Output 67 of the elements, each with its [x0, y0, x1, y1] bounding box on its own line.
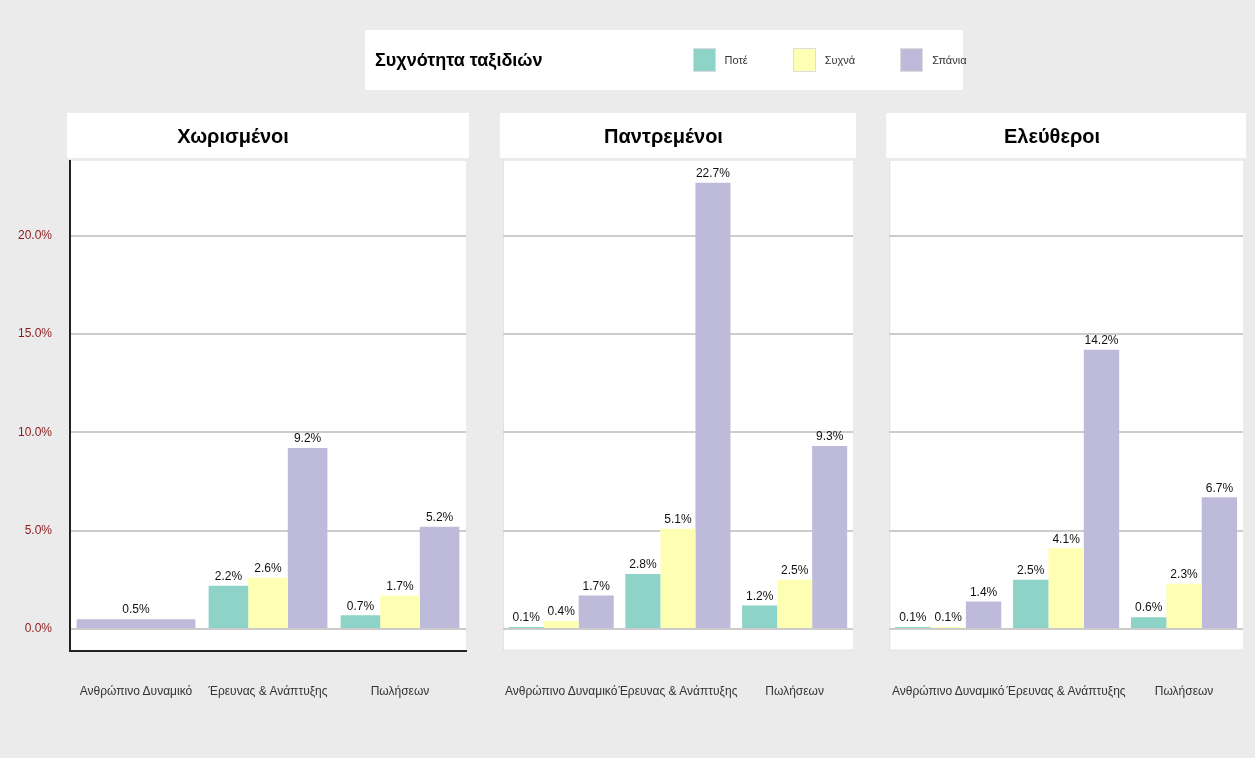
data-label: 4.1% — [1052, 531, 1081, 546]
bar — [340, 615, 381, 628]
data-label: 9.2% — [293, 431, 322, 446]
bar — [1048, 548, 1084, 628]
chart-title: Παντρεμένοι — [604, 124, 723, 147]
data-label: 2.3% — [1170, 567, 1199, 582]
y-tick-label: 10.0% — [17, 424, 53, 439]
bar — [695, 182, 731, 628]
data-label: 1.7% — [582, 578, 611, 593]
bar — [1013, 579, 1049, 628]
data-label: 1.2% — [745, 588, 774, 603]
data-label: 0.1% — [899, 610, 927, 625]
bar — [1130, 617, 1167, 628]
data-label: 9.3% — [815, 429, 844, 444]
x-tick-label: Ανθρώπινο Δυναμικό — [504, 684, 618, 699]
y-tick-label: 5.0% — [24, 522, 53, 537]
x-tick-label: Έρευνας & Ανάπτυξης — [617, 684, 738, 699]
bar — [287, 448, 328, 628]
bar — [742, 605, 778, 628]
legend-label: Ποτέ — [724, 54, 748, 66]
legend-label: Συχνά — [824, 54, 856, 66]
bar — [777, 579, 813, 628]
y-tick-label: 20.0% — [17, 228, 53, 243]
bar — [1166, 583, 1202, 628]
chart-title: Χωρισμένοι — [177, 124, 289, 147]
data-label: 2.2% — [214, 569, 243, 584]
bar — [1201, 497, 1238, 628]
data-label: 1.4% — [969, 584, 998, 599]
bar — [419, 526, 460, 628]
data-label: 5.1% — [664, 512, 692, 526]
data-label: 0.7% — [346, 598, 375, 613]
x-tick-label: Έρευνας & Ανάπτυξης — [1005, 684, 1126, 699]
data-label: 6.7% — [1205, 480, 1234, 495]
bar — [1083, 349, 1120, 628]
bar — [208, 585, 249, 628]
legend-title: Συχνότητα ταξιδιών — [375, 49, 543, 71]
x-tick-label: Πωλήσεων — [370, 684, 430, 699]
data-label: 1.7% — [386, 578, 415, 593]
bar — [812, 446, 848, 628]
legend-label: Σπάνια — [932, 54, 967, 66]
bar — [578, 595, 614, 628]
data-label: 2.8% — [629, 557, 657, 572]
data-label: 2.6% — [254, 561, 283, 576]
data-label: 0.4% — [547, 604, 576, 619]
data-label: 0.5% — [122, 602, 151, 617]
data-label: 22.7% — [695, 165, 731, 180]
y-tick-label: 15.0% — [17, 326, 53, 341]
data-label: 0.1% — [512, 610, 541, 625]
bar — [248, 577, 288, 628]
data-label: 5.2% — [425, 510, 454, 525]
x-tick-label: Ανθρώπινο Δυναμικό — [79, 684, 193, 699]
bar — [660, 528, 696, 628]
x-tick-label: Πωλήσεων — [765, 684, 824, 699]
y-tick-label: 0.0% — [24, 621, 53, 636]
x-tick-label: Έρευνας & Ανάπτυξης — [207, 684, 328, 699]
data-label: 0.6% — [1134, 600, 1163, 615]
data-label: 0.1% — [934, 610, 963, 625]
data-label: 14.2% — [1084, 333, 1119, 348]
bar — [625, 573, 661, 628]
data-label: 2.5% — [780, 563, 809, 578]
bar — [380, 595, 420, 628]
x-tick-label: Ανθρώπινο Δυναμικό — [891, 684, 1005, 699]
chart-title: Ελεύθεροι — [1003, 124, 1101, 147]
bar — [543, 621, 579, 628]
data-label: 2.5% — [1017, 563, 1045, 578]
x-tick-label: Πωλήσεων — [1154, 684, 1214, 699]
bar — [965, 601, 1002, 628]
